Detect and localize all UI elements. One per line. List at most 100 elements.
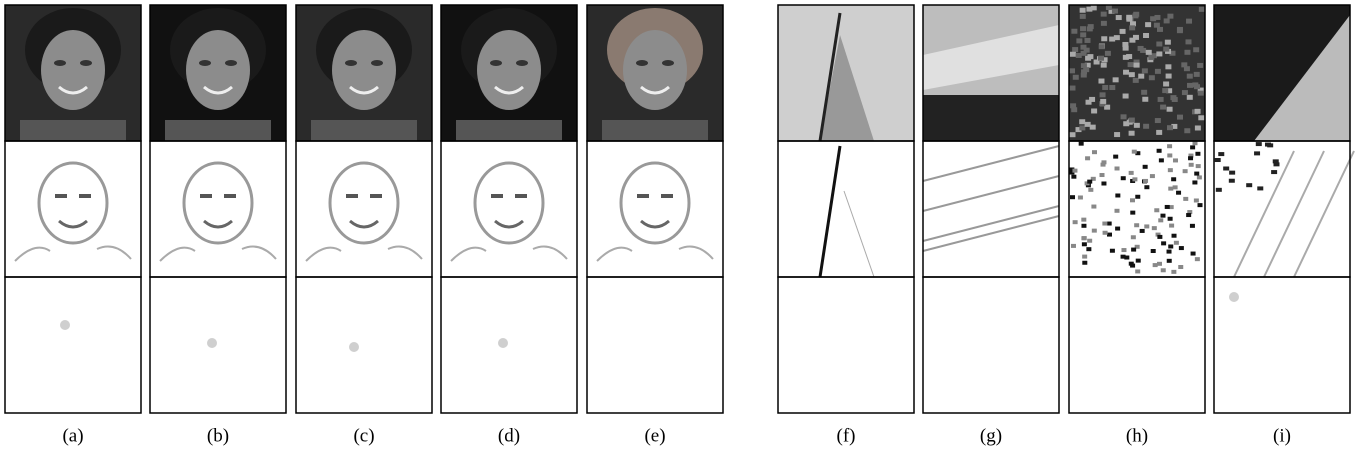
cell-border xyxy=(587,277,723,413)
edge xyxy=(1173,185,1178,189)
edge xyxy=(15,247,131,261)
edge xyxy=(1157,149,1162,153)
edge xyxy=(923,146,1059,181)
foliage xyxy=(1084,48,1090,53)
edge xyxy=(330,163,398,243)
edge xyxy=(1197,175,1202,179)
foliage xyxy=(1086,100,1092,105)
foliage xyxy=(1072,47,1078,52)
foliage xyxy=(1079,125,1085,130)
panel-label: (i) xyxy=(1273,425,1291,446)
edge xyxy=(1198,203,1203,207)
foliage xyxy=(1195,109,1201,114)
panel-label: (c) xyxy=(353,425,374,446)
edge xyxy=(1082,236,1087,240)
edge xyxy=(495,221,523,227)
foliage xyxy=(1195,125,1201,130)
foliage xyxy=(1123,70,1129,75)
foliage xyxy=(1105,51,1111,56)
edge xyxy=(1168,217,1173,221)
eye xyxy=(516,60,528,66)
foliage xyxy=(1069,68,1075,73)
edge xyxy=(1190,145,1195,149)
foliage xyxy=(1194,72,1200,77)
foliage xyxy=(1101,21,1107,26)
edge xyxy=(1113,155,1118,159)
edge xyxy=(1256,142,1262,146)
edge xyxy=(1115,193,1120,197)
cell-border xyxy=(1069,141,1205,277)
edge xyxy=(1081,218,1086,222)
eye xyxy=(80,60,92,66)
panel: (b) xyxy=(150,5,286,446)
edge xyxy=(1157,235,1162,239)
foliage xyxy=(1163,81,1169,86)
foliage xyxy=(1080,14,1086,19)
edge xyxy=(1167,144,1172,148)
edge xyxy=(1144,185,1149,189)
foliage xyxy=(1100,92,1106,97)
response-spot xyxy=(207,338,217,348)
foliage xyxy=(1084,38,1090,43)
shirt xyxy=(20,120,126,141)
edge xyxy=(1086,247,1091,251)
foliage xyxy=(1133,78,1139,83)
foliage xyxy=(1149,75,1155,80)
edge xyxy=(1087,180,1092,184)
eye xyxy=(225,60,237,66)
edge xyxy=(1143,165,1148,169)
panel-label: (d) xyxy=(498,425,520,446)
edge xyxy=(1114,209,1119,213)
edge xyxy=(1082,261,1087,265)
edge xyxy=(1085,156,1090,160)
edge xyxy=(1169,224,1174,228)
edge xyxy=(1172,234,1177,238)
panel: (e) xyxy=(587,5,723,446)
foliage xyxy=(1192,82,1198,87)
edge xyxy=(1194,198,1199,202)
edge xyxy=(1072,169,1077,173)
edge xyxy=(1088,188,1093,192)
edge xyxy=(1218,152,1224,156)
foliage xyxy=(1090,125,1096,130)
edge xyxy=(1135,269,1140,273)
edge xyxy=(1071,244,1076,248)
foliage xyxy=(1098,79,1104,84)
foliage xyxy=(1155,118,1161,123)
foliage xyxy=(1120,29,1126,34)
foliage xyxy=(1166,74,1172,79)
foliage xyxy=(1158,97,1164,102)
cell-border xyxy=(778,141,914,277)
edge xyxy=(1129,171,1134,175)
edge xyxy=(1234,151,1294,277)
response-spot xyxy=(498,338,508,348)
foliage xyxy=(1109,37,1115,42)
foliage xyxy=(1126,15,1132,20)
panel-label: (f) xyxy=(837,425,856,446)
edge xyxy=(1254,151,1260,155)
foliage xyxy=(1134,123,1140,128)
face xyxy=(41,30,105,110)
edge xyxy=(1082,255,1087,259)
foliage xyxy=(1070,52,1076,57)
edge xyxy=(1183,169,1188,173)
foliage xyxy=(1071,29,1077,34)
edge xyxy=(1246,183,1252,187)
edge xyxy=(597,247,713,261)
edge xyxy=(1157,262,1162,266)
edge xyxy=(923,206,1059,241)
foliage xyxy=(1143,124,1149,129)
edge xyxy=(1229,179,1235,183)
edge xyxy=(1294,151,1354,277)
panel: (a) xyxy=(5,5,141,446)
foliage xyxy=(1167,14,1173,19)
edge xyxy=(1215,158,1221,162)
foliage xyxy=(1086,7,1092,12)
edge xyxy=(1168,187,1173,191)
edge xyxy=(1134,223,1139,227)
foliage xyxy=(1151,53,1157,58)
edge xyxy=(1192,141,1197,145)
eye xyxy=(199,60,211,66)
foliage xyxy=(1132,13,1138,18)
foliage xyxy=(1164,18,1170,23)
